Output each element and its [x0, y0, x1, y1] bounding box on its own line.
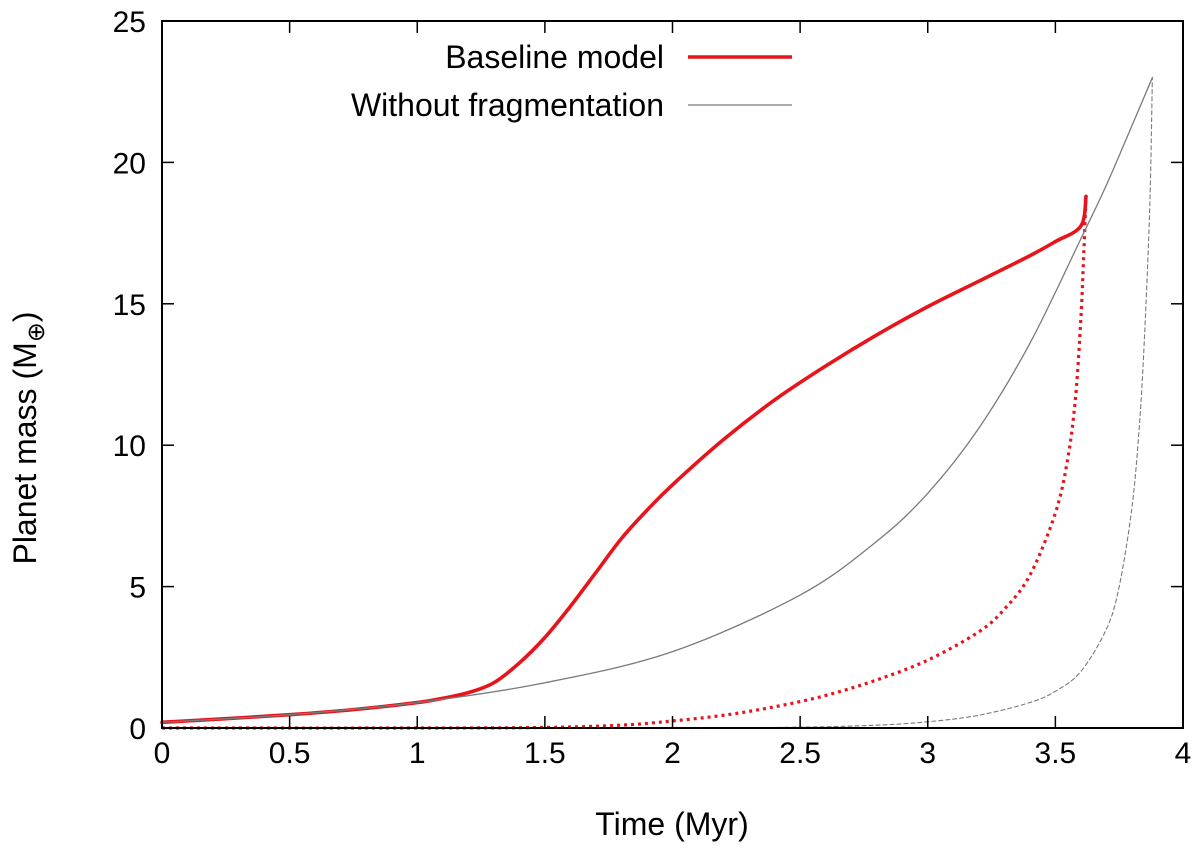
legend-label-no-fragmentation: Without fragmentation	[351, 87, 664, 123]
x-tick-label: 1.5	[524, 737, 566, 770]
legend: Baseline model Without fragmentation	[351, 39, 792, 123]
y-axis-label: Planet mass (M⊕)	[7, 311, 50, 564]
y-tick-label: 20	[113, 147, 146, 180]
plot-frame	[161, 20, 1184, 729]
baseline-line	[160, 194, 1088, 725]
no-fragmentation-dashed-line	[161, 77, 1153, 729]
x-tick-label: 0.5	[269, 737, 311, 770]
x-tick-label: 4	[1175, 737, 1192, 770]
y-tick-label: 15	[113, 289, 146, 322]
x-tick-label: 2	[664, 737, 681, 770]
y-tick-label: 25	[113, 6, 146, 39]
x-tick-label: 0	[154, 737, 171, 770]
x-tick-label: 1	[409, 737, 426, 770]
x-tick-label: 3	[919, 737, 936, 770]
y-axis-label-main: Planet mass (M	[7, 342, 43, 564]
y-tick-label: 0	[129, 713, 146, 746]
y-tick-label: 10	[113, 430, 146, 463]
x-tick-label: 3.5	[1035, 737, 1077, 770]
x-axis-label: Time (Myr)	[595, 806, 748, 842]
no-fragmentation-line	[161, 76, 1154, 723]
legend-label-baseline: Baseline model	[445, 39, 664, 75]
y-tick-label: 5	[129, 572, 146, 605]
ticks-layer: 0 0.5 1 1.5 2 2.5 3 3.5 4 0 5 10 15 20 25	[113, 6, 1192, 770]
y-axis-label-close: )	[7, 311, 43, 322]
x-tick-label: 2.5	[779, 737, 821, 770]
y-axis-label-subscript: ⊕	[23, 322, 50, 342]
series-layer	[160, 76, 1154, 730]
baseline-dotted-line	[161, 196, 1088, 730]
